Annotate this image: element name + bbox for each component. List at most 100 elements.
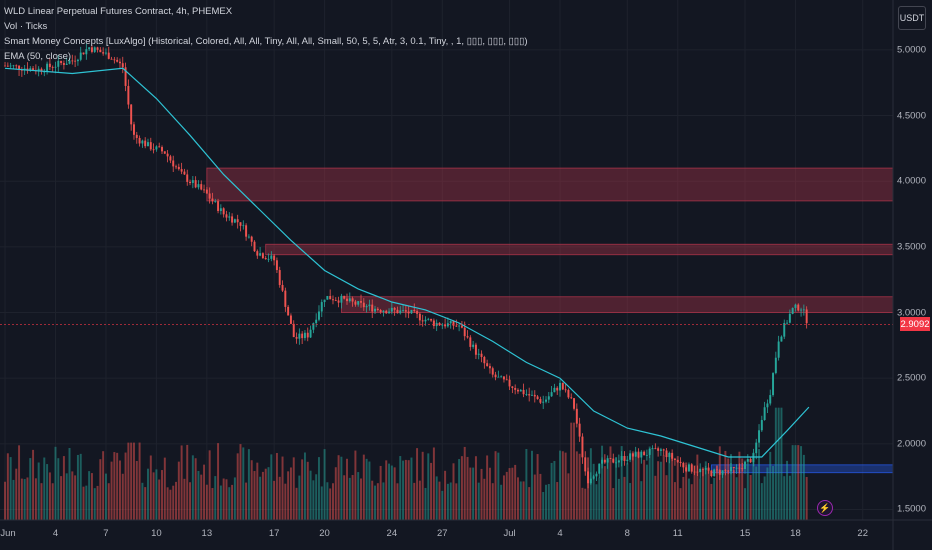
candle-body xyxy=(402,310,405,311)
candle-body xyxy=(679,461,682,463)
volume-bar xyxy=(637,451,640,520)
candle-body xyxy=(396,309,399,314)
volume-bar xyxy=(4,481,7,520)
volume-bar xyxy=(612,488,615,520)
legend-ema[interactable]: EMA (50, close) xyxy=(4,51,72,62)
volume-bar xyxy=(374,485,377,520)
volume-bar xyxy=(645,464,648,520)
candle-body xyxy=(326,295,329,300)
candle-body xyxy=(758,430,761,443)
lightning-icon[interactable]: ⚡ xyxy=(817,500,833,516)
volume-bar xyxy=(71,471,74,520)
candle-body xyxy=(606,458,609,463)
legend-title[interactable]: WLD Linear Perpetual Futures Contract, 4… xyxy=(4,6,233,17)
volume-bar xyxy=(404,459,407,520)
volume-bar xyxy=(749,474,752,520)
candle-body xyxy=(788,313,791,323)
candle-body xyxy=(85,49,88,55)
candle-body xyxy=(783,322,786,337)
volume-bar xyxy=(360,478,362,520)
candle-body xyxy=(217,201,220,212)
volume-bar xyxy=(424,487,427,520)
volume-bar xyxy=(259,476,262,520)
volume-bar xyxy=(805,476,808,520)
candle-body xyxy=(662,449,665,451)
candle-body xyxy=(60,60,63,64)
volume-bar xyxy=(273,480,276,520)
legend-volume[interactable]: Vol · Ticks xyxy=(4,21,48,32)
volume-bar xyxy=(673,482,676,520)
volume-bar xyxy=(23,479,26,520)
volume-bar xyxy=(169,489,172,520)
supply-zone xyxy=(265,243,894,256)
volume-bar xyxy=(26,477,29,520)
candle-body xyxy=(191,180,194,183)
volume-bar xyxy=(390,465,393,520)
volume-bar xyxy=(278,476,281,520)
volume-bar xyxy=(713,477,716,520)
volume-bar xyxy=(564,452,567,520)
volume-bar xyxy=(794,445,797,520)
volume-bar xyxy=(29,458,32,520)
volume-bar xyxy=(88,471,91,520)
candle-body xyxy=(15,65,18,67)
candle-body xyxy=(393,307,396,310)
volume-bar xyxy=(51,483,54,520)
candle-body xyxy=(43,71,46,73)
volume-bar xyxy=(500,484,503,520)
candle-body xyxy=(483,356,486,364)
volume-bar xyxy=(250,460,253,520)
volume-bar xyxy=(766,467,769,520)
volume-bar xyxy=(511,467,514,520)
legend-smc[interactable]: Smart Money Concepts [LuxAlgo] (Historic… xyxy=(4,36,528,47)
volume-bar xyxy=(194,458,197,520)
candle-body xyxy=(713,469,716,477)
candle-body xyxy=(673,458,676,460)
volume-bar xyxy=(57,458,60,520)
candle-body xyxy=(169,156,172,161)
currency-button[interactable]: USDT xyxy=(898,6,926,30)
candle-body xyxy=(130,104,133,125)
volume-bar xyxy=(508,468,511,520)
candle-body xyxy=(724,470,727,472)
candle-body xyxy=(446,323,449,327)
volume-bar xyxy=(696,454,699,520)
candle-body xyxy=(88,47,91,50)
volume-bar xyxy=(421,451,424,520)
candle-body xyxy=(379,310,382,313)
candle-body xyxy=(508,379,511,387)
candle-body xyxy=(371,304,374,312)
volume-bar xyxy=(595,484,598,520)
candle-body xyxy=(317,311,320,320)
candle-body xyxy=(71,60,74,62)
candle-body xyxy=(200,184,203,190)
candle-body xyxy=(631,453,634,457)
candle-body xyxy=(163,151,166,154)
volume-bar xyxy=(559,450,561,520)
volume-bar xyxy=(40,483,43,520)
volume-bar xyxy=(704,461,707,520)
candle-body xyxy=(755,442,758,454)
candle-body xyxy=(261,253,264,259)
candle-body xyxy=(222,208,225,215)
candle-body xyxy=(592,476,595,479)
candle-body xyxy=(749,459,752,463)
time-tick-label: 27 xyxy=(436,528,448,539)
candle-body xyxy=(197,184,200,188)
candle-body xyxy=(424,319,427,322)
candle-body xyxy=(710,470,713,477)
volume-bar xyxy=(34,478,37,520)
candle-body xyxy=(172,160,175,167)
volume-bar xyxy=(155,469,158,520)
volume-bar xyxy=(306,461,309,520)
candle-body xyxy=(270,255,273,259)
volume-bar xyxy=(710,483,713,520)
volume-bar xyxy=(54,446,57,520)
candle-body xyxy=(741,468,744,470)
time-tick-label: 15 xyxy=(739,528,751,539)
candle-body xyxy=(469,337,472,347)
candle-body xyxy=(519,389,522,392)
volume-bar xyxy=(275,453,278,520)
candle-body xyxy=(525,394,528,395)
